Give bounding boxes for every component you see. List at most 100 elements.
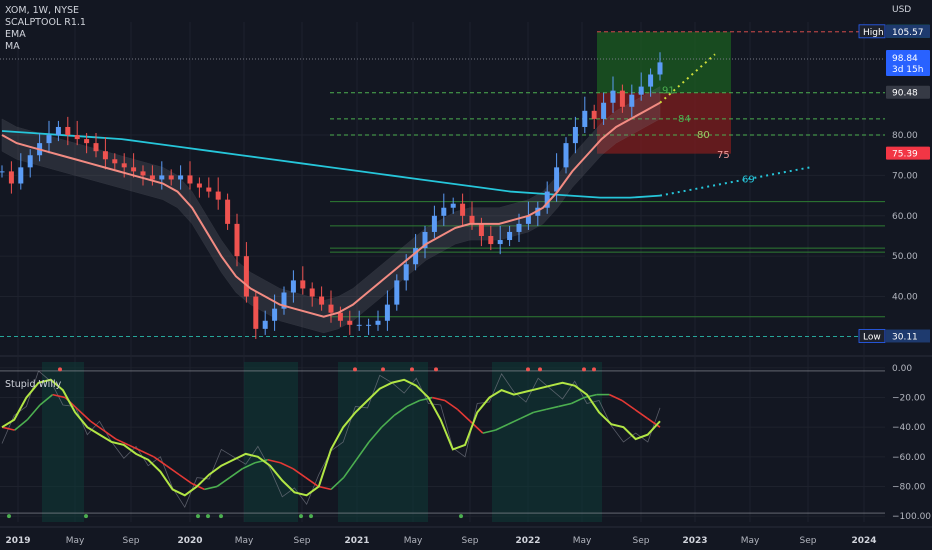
candle-body [328, 304, 334, 313]
candle-body [243, 256, 249, 297]
candle-body [168, 175, 174, 180]
target-label: 91 [662, 86, 675, 97]
candle-body [657, 62, 663, 75]
ema-forecast-line [659, 53, 716, 104]
candle-body [46, 135, 52, 144]
candle-body [149, 175, 155, 180]
low-label: Low [863, 332, 881, 342]
osc-slow-segment [140, 450, 155, 458]
candle-body [572, 126, 578, 144]
candle-body [394, 280, 400, 305]
osc-signal-dot [196, 514, 200, 519]
candle-body [121, 163, 127, 168]
osc-slow-segment [166, 465, 180, 476]
candle-body [403, 264, 409, 281]
price-tag-bg [886, 146, 930, 160]
osc-slow-segment [153, 456, 167, 467]
candle-body [366, 324, 372, 326]
osc-zone [244, 362, 298, 522]
osc-signal-dot [309, 514, 313, 519]
osc-slow-segment [621, 399, 636, 411]
candle-body [84, 139, 90, 144]
candle-body [140, 171, 146, 176]
candle-body [272, 308, 278, 321]
osc-slow-segment [77, 408, 92, 422]
candle-body [309, 288, 315, 297]
candle-body [525, 215, 531, 224]
candle-body [619, 90, 625, 107]
osc-slow-segment [242, 462, 256, 470]
osc-signal-dot [538, 367, 542, 372]
osc-tick-label: −100.00 [892, 512, 931, 522]
osc-slow-segment [102, 429, 117, 440]
time-tick-label: Sep [633, 536, 650, 546]
candle-body [601, 102, 607, 119]
price-tick-label: 40.00 [892, 293, 918, 303]
osc-zone [338, 362, 428, 522]
time-tick-label: May [66, 536, 85, 546]
candle-body [337, 312, 343, 321]
time-tick-label: 2022 [515, 536, 540, 546]
candle-body [18, 167, 24, 184]
candle-body [610, 90, 616, 103]
low-value-bg [886, 329, 930, 343]
osc-signal-dot [526, 367, 530, 372]
ema-line [1, 101, 661, 318]
candle-body [215, 191, 221, 200]
take-profit-zone [597, 31, 731, 93]
osc-slow-segment [482, 429, 496, 434]
price-tag: 90.48 [892, 89, 918, 99]
price-tag: 75.39 [892, 150, 918, 160]
osc-slow-segment [609, 393, 623, 402]
candle-body [648, 74, 654, 87]
low-value: 30.11 [892, 332, 918, 342]
target-label: 84 [678, 114, 691, 125]
osc-slow-segment [1, 426, 15, 431]
symbol-label[interactable]: XOM, 1W, NYSE [5, 5, 80, 16]
high-value-bg [886, 24, 930, 38]
indicator-label-ema[interactable]: EMA [5, 29, 26, 40]
candle-body [102, 151, 108, 160]
osc-slow-segment [393, 405, 408, 416]
osc-slow-segment [204, 485, 218, 491]
indicator-label-scalptool[interactable]: SCALPTOOL R1.1 [5, 17, 86, 28]
candle-body [450, 203, 456, 208]
candle-body [413, 248, 419, 265]
candle-body [262, 320, 268, 329]
osc-slow-segment [355, 441, 370, 461]
indicator-label-ma[interactable]: MA [5, 41, 20, 52]
candle-body [384, 304, 390, 321]
time-tick-label: Sep [462, 536, 479, 546]
osc-slow-segment [178, 473, 193, 485]
osc-slow-segment [292, 468, 307, 479]
last-price-tag-bg [886, 49, 930, 76]
osc-tick-label: −60.00 [892, 453, 926, 463]
osc-slow-segment [583, 393, 597, 399]
candle-body [591, 110, 597, 119]
candle-body [431, 215, 437, 232]
candle-body [516, 223, 522, 232]
candle-body [460, 203, 466, 216]
time-tick-label: May [235, 536, 254, 546]
target-label: 75 [717, 150, 730, 161]
candle-body [234, 223, 240, 257]
candle-body [225, 199, 231, 224]
candle-body [196, 183, 202, 188]
candle-body [300, 280, 306, 289]
low-label-bg [858, 329, 886, 343]
osc-slow-segment [456, 408, 471, 422]
osc-signal-dot [206, 514, 210, 519]
candle-body [178, 175, 184, 180]
osc-zone [492, 362, 602, 522]
candle-body [563, 143, 569, 168]
osc-slow-segment [267, 458, 281, 464]
oscillator-title[interactable]: Stupid Willy [5, 379, 62, 390]
osc-slow-segment [406, 399, 420, 408]
candle-body [638, 86, 644, 95]
high-value: 105.57 [892, 28, 924, 38]
candle-body [535, 207, 541, 216]
candle-body [488, 235, 494, 245]
time-tick-label: Sep [123, 536, 140, 546]
